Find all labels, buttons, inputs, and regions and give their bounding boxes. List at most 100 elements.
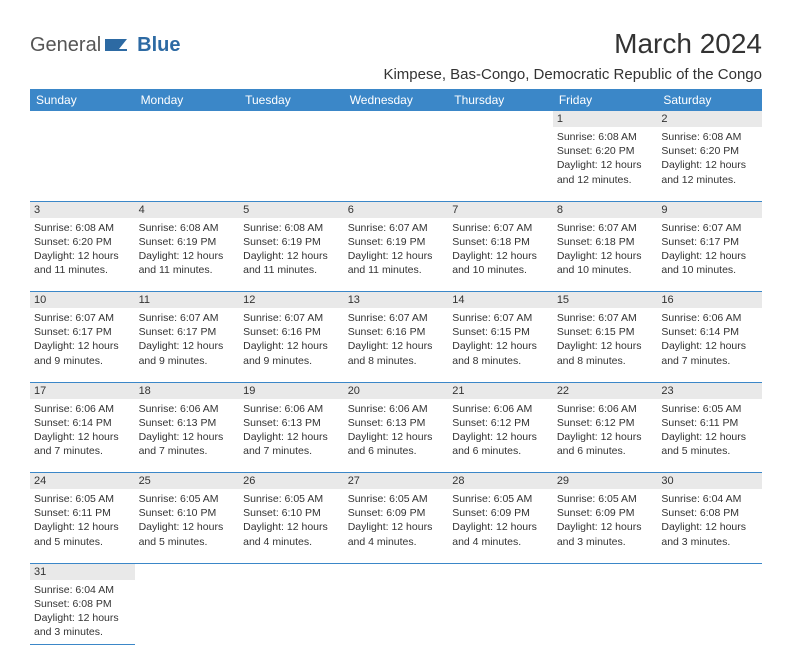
day-detail-cell: Sunrise: 6:07 AMSunset: 6:17 PMDaylight:… [30, 308, 135, 382]
daylight-line: Daylight: 12 hours [452, 339, 549, 353]
daylight-line: Daylight: 12 hours [348, 430, 445, 444]
daynum-row: 12 [30, 111, 762, 127]
detail-row: Sunrise: 6:08 AMSunset: 6:20 PMDaylight:… [30, 127, 762, 201]
day-detail-cell: Sunrise: 6:06 AMSunset: 6:13 PMDaylight:… [135, 399, 240, 473]
day-number-cell: 22 [553, 382, 658, 399]
day-detail-cell [135, 580, 240, 645]
weekday-header: Thursday [448, 89, 553, 111]
daylight-line2: and 4 minutes. [348, 535, 445, 549]
day-number-cell [657, 563, 762, 580]
day-number-cell [239, 563, 344, 580]
detail-row: Sunrise: 6:07 AMSunset: 6:17 PMDaylight:… [30, 308, 762, 382]
day-detail-cell [344, 127, 449, 201]
sunrise-line: Sunrise: 6:05 AM [348, 492, 445, 506]
day-detail-cell [30, 127, 135, 201]
sunset-line: Sunset: 6:19 PM [139, 235, 236, 249]
day-detail-cell: Sunrise: 6:07 AMSunset: 6:18 PMDaylight:… [553, 218, 658, 292]
day-detail-cell [135, 127, 240, 201]
day-number-cell: 9 [657, 201, 762, 218]
logo-text-general: General [30, 34, 101, 57]
daylight-line2: and 9 minutes. [139, 354, 236, 368]
day-detail-cell: Sunrise: 6:07 AMSunset: 6:15 PMDaylight:… [553, 308, 658, 382]
weekday-header-row: Sunday Monday Tuesday Wednesday Thursday… [30, 89, 762, 111]
day-number-cell: 2 [657, 111, 762, 127]
daylight-line: Daylight: 12 hours [348, 339, 445, 353]
day-detail-cell: Sunrise: 6:07 AMSunset: 6:15 PMDaylight:… [448, 308, 553, 382]
daylight-line2: and 7 minutes. [661, 354, 758, 368]
sunrise-line: Sunrise: 6:05 AM [557, 492, 654, 506]
daylight-line2: and 7 minutes. [139, 444, 236, 458]
day-number-cell: 6 [344, 201, 449, 218]
daylight-line2: and 5 minutes. [661, 444, 758, 458]
day-number-cell [448, 563, 553, 580]
day-number-cell: 23 [657, 382, 762, 399]
day-number-cell: 16 [657, 292, 762, 309]
day-number-cell: 3 [30, 201, 135, 218]
sunrise-line: Sunrise: 6:08 AM [139, 221, 236, 235]
daylight-line: Daylight: 12 hours [661, 430, 758, 444]
daynum-row: 17181920212223 [30, 382, 762, 399]
daylight-line2: and 8 minutes. [557, 354, 654, 368]
day-detail-cell: Sunrise: 6:06 AMSunset: 6:14 PMDaylight:… [30, 399, 135, 473]
logo-flag-icon [105, 35, 131, 56]
daylight-line2: and 4 minutes. [452, 535, 549, 549]
header: General Blue March 2024 Kimpese, Bas-Con… [30, 28, 762, 83]
sunset-line: Sunset: 6:15 PM [557, 325, 654, 339]
sunset-line: Sunset: 6:11 PM [661, 416, 758, 430]
sunset-line: Sunset: 6:20 PM [557, 144, 654, 158]
day-detail-cell: Sunrise: 6:05 AMSunset: 6:10 PMDaylight:… [239, 489, 344, 563]
sunrise-line: Sunrise: 6:05 AM [139, 492, 236, 506]
day-number-cell [448, 111, 553, 127]
daylight-line: Daylight: 12 hours [661, 158, 758, 172]
day-number-cell: 4 [135, 201, 240, 218]
sunrise-line: Sunrise: 6:07 AM [34, 311, 131, 325]
sunrise-line: Sunrise: 6:07 AM [348, 311, 445, 325]
sunrise-line: Sunrise: 6:06 AM [34, 402, 131, 416]
sunrise-line: Sunrise: 6:07 AM [139, 311, 236, 325]
sunrise-line: Sunrise: 6:07 AM [348, 221, 445, 235]
daylight-line: Daylight: 12 hours [557, 430, 654, 444]
daylight-line2: and 9 minutes. [243, 354, 340, 368]
daylight-line2: and 9 minutes. [34, 354, 131, 368]
sunset-line: Sunset: 6:16 PM [243, 325, 340, 339]
day-detail-cell [657, 580, 762, 645]
day-detail-cell: Sunrise: 6:06 AMSunset: 6:12 PMDaylight:… [553, 399, 658, 473]
detail-row: Sunrise: 6:08 AMSunset: 6:20 PMDaylight:… [30, 218, 762, 292]
sunset-line: Sunset: 6:08 PM [661, 506, 758, 520]
daylight-line2: and 5 minutes. [139, 535, 236, 549]
weekday-header: Sunday [30, 89, 135, 111]
daylight-line2: and 6 minutes. [348, 444, 445, 458]
day-number-cell: 26 [239, 473, 344, 490]
daylight-line2: and 3 minutes. [34, 625, 131, 639]
daylight-line: Daylight: 12 hours [557, 249, 654, 263]
day-number-cell: 17 [30, 382, 135, 399]
daylight-line: Daylight: 12 hours [34, 430, 131, 444]
day-detail-cell: Sunrise: 6:06 AMSunset: 6:13 PMDaylight:… [344, 399, 449, 473]
daylight-line: Daylight: 12 hours [243, 249, 340, 263]
daynum-row: 31 [30, 563, 762, 580]
daylight-line2: and 5 minutes. [34, 535, 131, 549]
sunset-line: Sunset: 6:09 PM [557, 506, 654, 520]
day-detail-cell [239, 580, 344, 645]
daylight-line: Daylight: 12 hours [243, 520, 340, 534]
day-detail-cell [553, 580, 658, 645]
sunrise-line: Sunrise: 6:07 AM [452, 221, 549, 235]
sunset-line: Sunset: 6:10 PM [139, 506, 236, 520]
daylight-line2: and 8 minutes. [348, 354, 445, 368]
day-number-cell [30, 111, 135, 127]
daylight-line2: and 6 minutes. [452, 444, 549, 458]
daylight-line2: and 11 minutes. [34, 263, 131, 277]
daylight-line: Daylight: 12 hours [452, 430, 549, 444]
daylight-line2: and 4 minutes. [243, 535, 340, 549]
sunrise-line: Sunrise: 6:07 AM [557, 311, 654, 325]
daylight-line: Daylight: 12 hours [452, 249, 549, 263]
day-detail-cell: Sunrise: 6:08 AMSunset: 6:20 PMDaylight:… [30, 218, 135, 292]
sunrise-line: Sunrise: 6:08 AM [243, 221, 340, 235]
sunrise-line: Sunrise: 6:05 AM [34, 492, 131, 506]
day-detail-cell: Sunrise: 6:05 AMSunset: 6:09 PMDaylight:… [553, 489, 658, 563]
sunset-line: Sunset: 6:11 PM [34, 506, 131, 520]
day-number-cell: 12 [239, 292, 344, 309]
sunset-line: Sunset: 6:17 PM [34, 325, 131, 339]
daylight-line2: and 12 minutes. [661, 173, 758, 187]
day-detail-cell: Sunrise: 6:07 AMSunset: 6:17 PMDaylight:… [657, 218, 762, 292]
